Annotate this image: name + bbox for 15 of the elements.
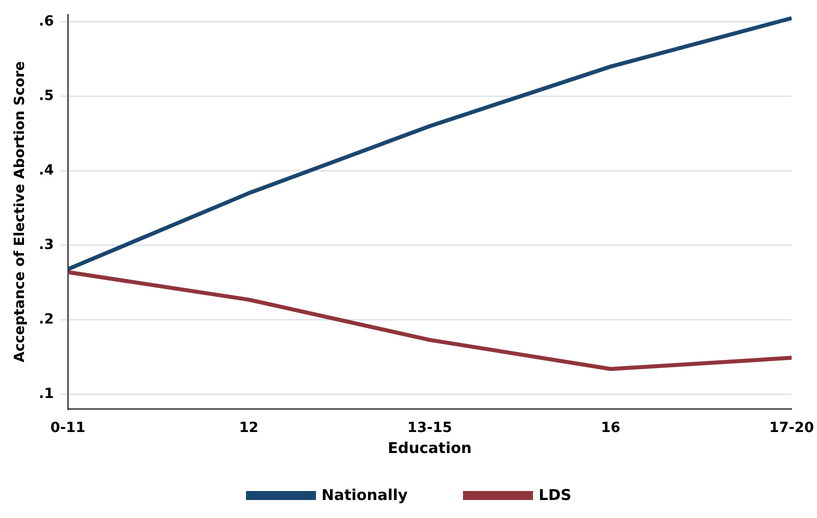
y-tick-label: .5	[38, 88, 54, 104]
y-tick-label: .1	[38, 386, 54, 402]
x-tick-label: 13-15	[407, 420, 452, 436]
x-tick-label: 16	[600, 420, 620, 436]
legend-label: Nationally	[322, 486, 408, 504]
x-tick-label: 0-11	[50, 420, 86, 436]
x-tick-label: 12	[239, 420, 259, 436]
x-axis-title: Education	[388, 438, 472, 457]
y-tick-label: .4	[38, 162, 54, 178]
y-axis-title: Acceptance of Elective Abortion Score	[12, 61, 28, 362]
y-tick-label: .6	[38, 13, 54, 30]
y-tick-label: .3	[38, 236, 54, 253]
legend-label: LDS	[538, 486, 572, 504]
x-tick-label: 17-20	[769, 420, 814, 436]
y-tick-label: .2	[38, 311, 54, 328]
